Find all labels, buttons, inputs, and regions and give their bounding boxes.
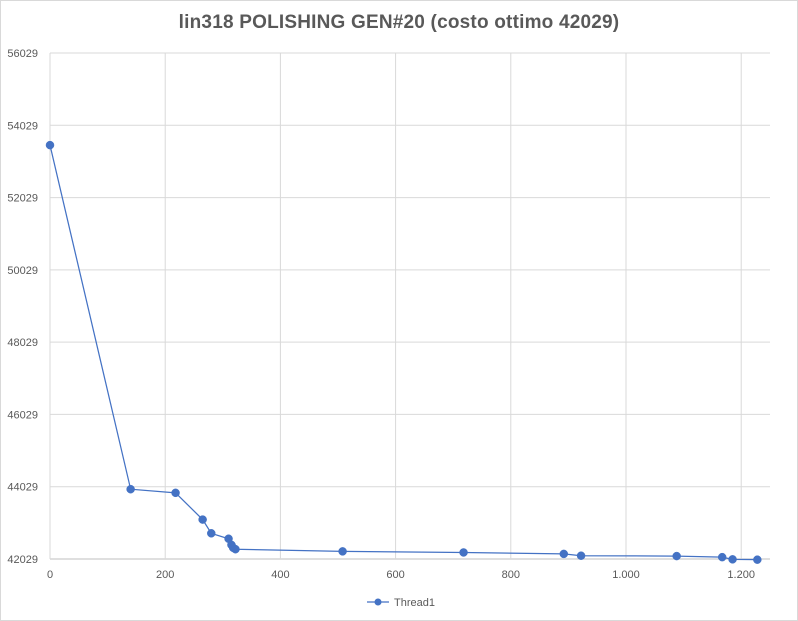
data-point bbox=[338, 547, 347, 556]
x-tick-label: 0 bbox=[47, 569, 53, 581]
y-tick-label: 44029 bbox=[7, 482, 38, 494]
data-point bbox=[231, 544, 240, 554]
chart-title: lin318 POLISHING GEN#20 (costo ottimo 42… bbox=[178, 12, 620, 33]
x-tick-label: 1.200 bbox=[727, 569, 755, 581]
data-point bbox=[198, 515, 207, 524]
series-line bbox=[49, 144, 758, 561]
data-point bbox=[753, 555, 762, 564]
data-point bbox=[728, 555, 737, 564]
data-point bbox=[717, 552, 727, 562]
legend-marker bbox=[374, 598, 382, 606]
data-point bbox=[171, 488, 180, 498]
data-point bbox=[576, 551, 586, 560]
x-tick-label: 1.000 bbox=[612, 569, 640, 581]
data-point bbox=[559, 549, 569, 559]
y-tick-label: 50029 bbox=[7, 265, 38, 277]
data-point bbox=[207, 529, 216, 538]
data-point bbox=[459, 548, 468, 557]
legend-label: Thread1 bbox=[394, 597, 435, 609]
data-point bbox=[45, 140, 55, 150]
x-tick-label: 800 bbox=[502, 569, 520, 581]
y-tick-label: 46029 bbox=[7, 409, 38, 421]
y-tick-label: 54029 bbox=[7, 120, 38, 132]
y-tick-label: 56029 bbox=[7, 48, 38, 60]
x-tick-label: 600 bbox=[386, 569, 404, 581]
y-tick-label: 42029 bbox=[7, 554, 38, 566]
x-tick-label: 400 bbox=[271, 569, 289, 581]
y-tick-label: 52029 bbox=[7, 193, 38, 205]
data-point bbox=[126, 484, 135, 494]
data-point bbox=[672, 551, 681, 561]
x-tick-label: 200 bbox=[156, 569, 174, 581]
y-tick-label: 48029 bbox=[7, 337, 38, 349]
